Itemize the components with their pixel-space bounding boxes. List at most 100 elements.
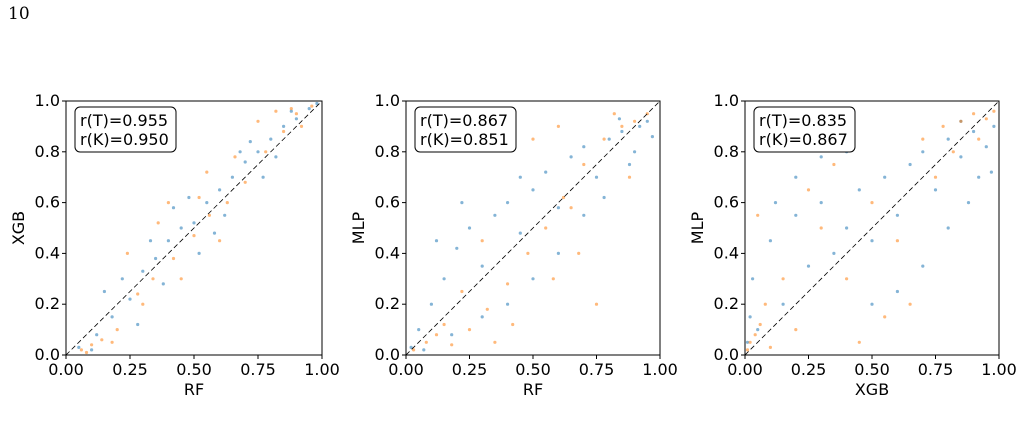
data-point bbox=[511, 322, 515, 327]
data-point bbox=[90, 348, 94, 352]
data-point bbox=[136, 322, 140, 327]
data-point bbox=[187, 195, 191, 200]
correlation-label: r(T)=0.835 bbox=[759, 111, 847, 130]
data-point bbox=[148, 239, 153, 243]
scatter-panel-rf-vs-xgb: 0.00 0.25 0.50 0.75 1.00 0.0 0.2 0.4 0.6 0.8 1.0 RF… bbox=[9, 91, 340, 399]
data-point bbox=[230, 175, 234, 179]
data-point bbox=[84, 350, 89, 355]
data-point bbox=[751, 277, 755, 281]
data-point bbox=[154, 256, 158, 261]
data-point bbox=[895, 213, 900, 217]
data-point bbox=[460, 201, 464, 205]
data-point bbox=[518, 175, 522, 179]
data-point bbox=[946, 137, 950, 141]
data-point bbox=[748, 315, 752, 319]
data-point bbox=[895, 289, 900, 294]
data-point bbox=[218, 188, 222, 192]
data-point bbox=[984, 145, 988, 149]
data-point bbox=[569, 206, 573, 210]
data-point bbox=[832, 162, 836, 167]
data-point bbox=[582, 145, 586, 149]
data-point bbox=[544, 170, 548, 174]
data-point bbox=[556, 206, 561, 210]
data-point bbox=[422, 348, 426, 352]
data-point bbox=[819, 155, 823, 159]
data-point bbox=[256, 119, 260, 123]
y-tick-label: 1.0 bbox=[375, 91, 400, 110]
x-axis-label: RF bbox=[523, 380, 543, 399]
y-tick-label: 0.8 bbox=[35, 142, 60, 161]
data-point bbox=[561, 195, 566, 200]
data-point bbox=[171, 206, 176, 210]
data-point bbox=[233, 155, 237, 159]
data-point bbox=[95, 333, 99, 337]
x-tick-label: 0.50 bbox=[176, 360, 212, 379]
data-point bbox=[758, 322, 762, 327]
y-tick-label: 1.0 bbox=[714, 91, 739, 110]
data-point bbox=[845, 226, 849, 230]
data-point bbox=[773, 201, 778, 205]
data-point bbox=[870, 201, 874, 205]
x-tick-label: 0.25 bbox=[452, 360, 488, 379]
data-point bbox=[90, 343, 94, 347]
x-tick-label: 0.25 bbox=[791, 360, 827, 379]
data-point bbox=[450, 333, 454, 337]
data-point bbox=[753, 333, 757, 337]
data-point bbox=[506, 282, 510, 286]
data-point bbox=[531, 188, 535, 192]
data-point bbox=[442, 322, 446, 327]
data-point bbox=[151, 277, 155, 281]
data-point bbox=[128, 297, 132, 301]
data-point bbox=[781, 277, 785, 281]
data-point bbox=[223, 213, 227, 217]
identity-line bbox=[744, 100, 1000, 356]
data-point bbox=[166, 239, 170, 243]
data-point bbox=[819, 201, 823, 205]
data-point bbox=[951, 150, 955, 154]
data-point bbox=[192, 221, 196, 225]
data-point bbox=[141, 269, 145, 273]
data-point bbox=[908, 162, 912, 167]
data-point bbox=[315, 101, 319, 106]
data-point bbox=[434, 333, 439, 337]
data-point bbox=[205, 201, 209, 205]
data-point bbox=[455, 246, 459, 250]
data-point bbox=[857, 188, 861, 192]
y-tick-label: 0.6 bbox=[375, 193, 400, 212]
data-point bbox=[992, 124, 996, 128]
data-point bbox=[289, 107, 293, 111]
page-number: 10 bbox=[8, 4, 30, 24]
x-tick-label: 0.75 bbox=[918, 360, 954, 379]
correlation-box bbox=[414, 106, 517, 153]
data-point bbox=[197, 195, 201, 200]
data-point bbox=[921, 137, 925, 141]
data-point bbox=[450, 343, 454, 347]
data-point bbox=[282, 129, 286, 134]
data-point bbox=[179, 226, 183, 230]
data-point bbox=[289, 109, 293, 113]
data-point bbox=[282, 124, 286, 128]
y-tick-label: 0.4 bbox=[375, 243, 400, 262]
data-point bbox=[100, 338, 104, 342]
x-tick-label: 1.00 bbox=[981, 360, 1017, 379]
data-point bbox=[582, 162, 586, 167]
data-point bbox=[921, 150, 925, 154]
x-tick-label: 0.50 bbox=[854, 360, 890, 379]
data-point bbox=[77, 345, 81, 349]
data-point bbox=[156, 221, 160, 225]
y-tick-label: 1.0 bbox=[35, 91, 60, 110]
data-point bbox=[467, 226, 472, 230]
data-point bbox=[171, 256, 176, 261]
data-point bbox=[794, 328, 798, 332]
data-point bbox=[992, 109, 996, 113]
identity-line bbox=[65, 100, 323, 356]
identity-line bbox=[405, 100, 661, 356]
data-point bbox=[794, 213, 798, 217]
data-point bbox=[192, 234, 196, 238]
data-point bbox=[412, 348, 416, 352]
data-point bbox=[493, 340, 497, 344]
data-point bbox=[531, 137, 535, 141]
data-point bbox=[424, 340, 428, 344]
data-point bbox=[819, 226, 823, 230]
